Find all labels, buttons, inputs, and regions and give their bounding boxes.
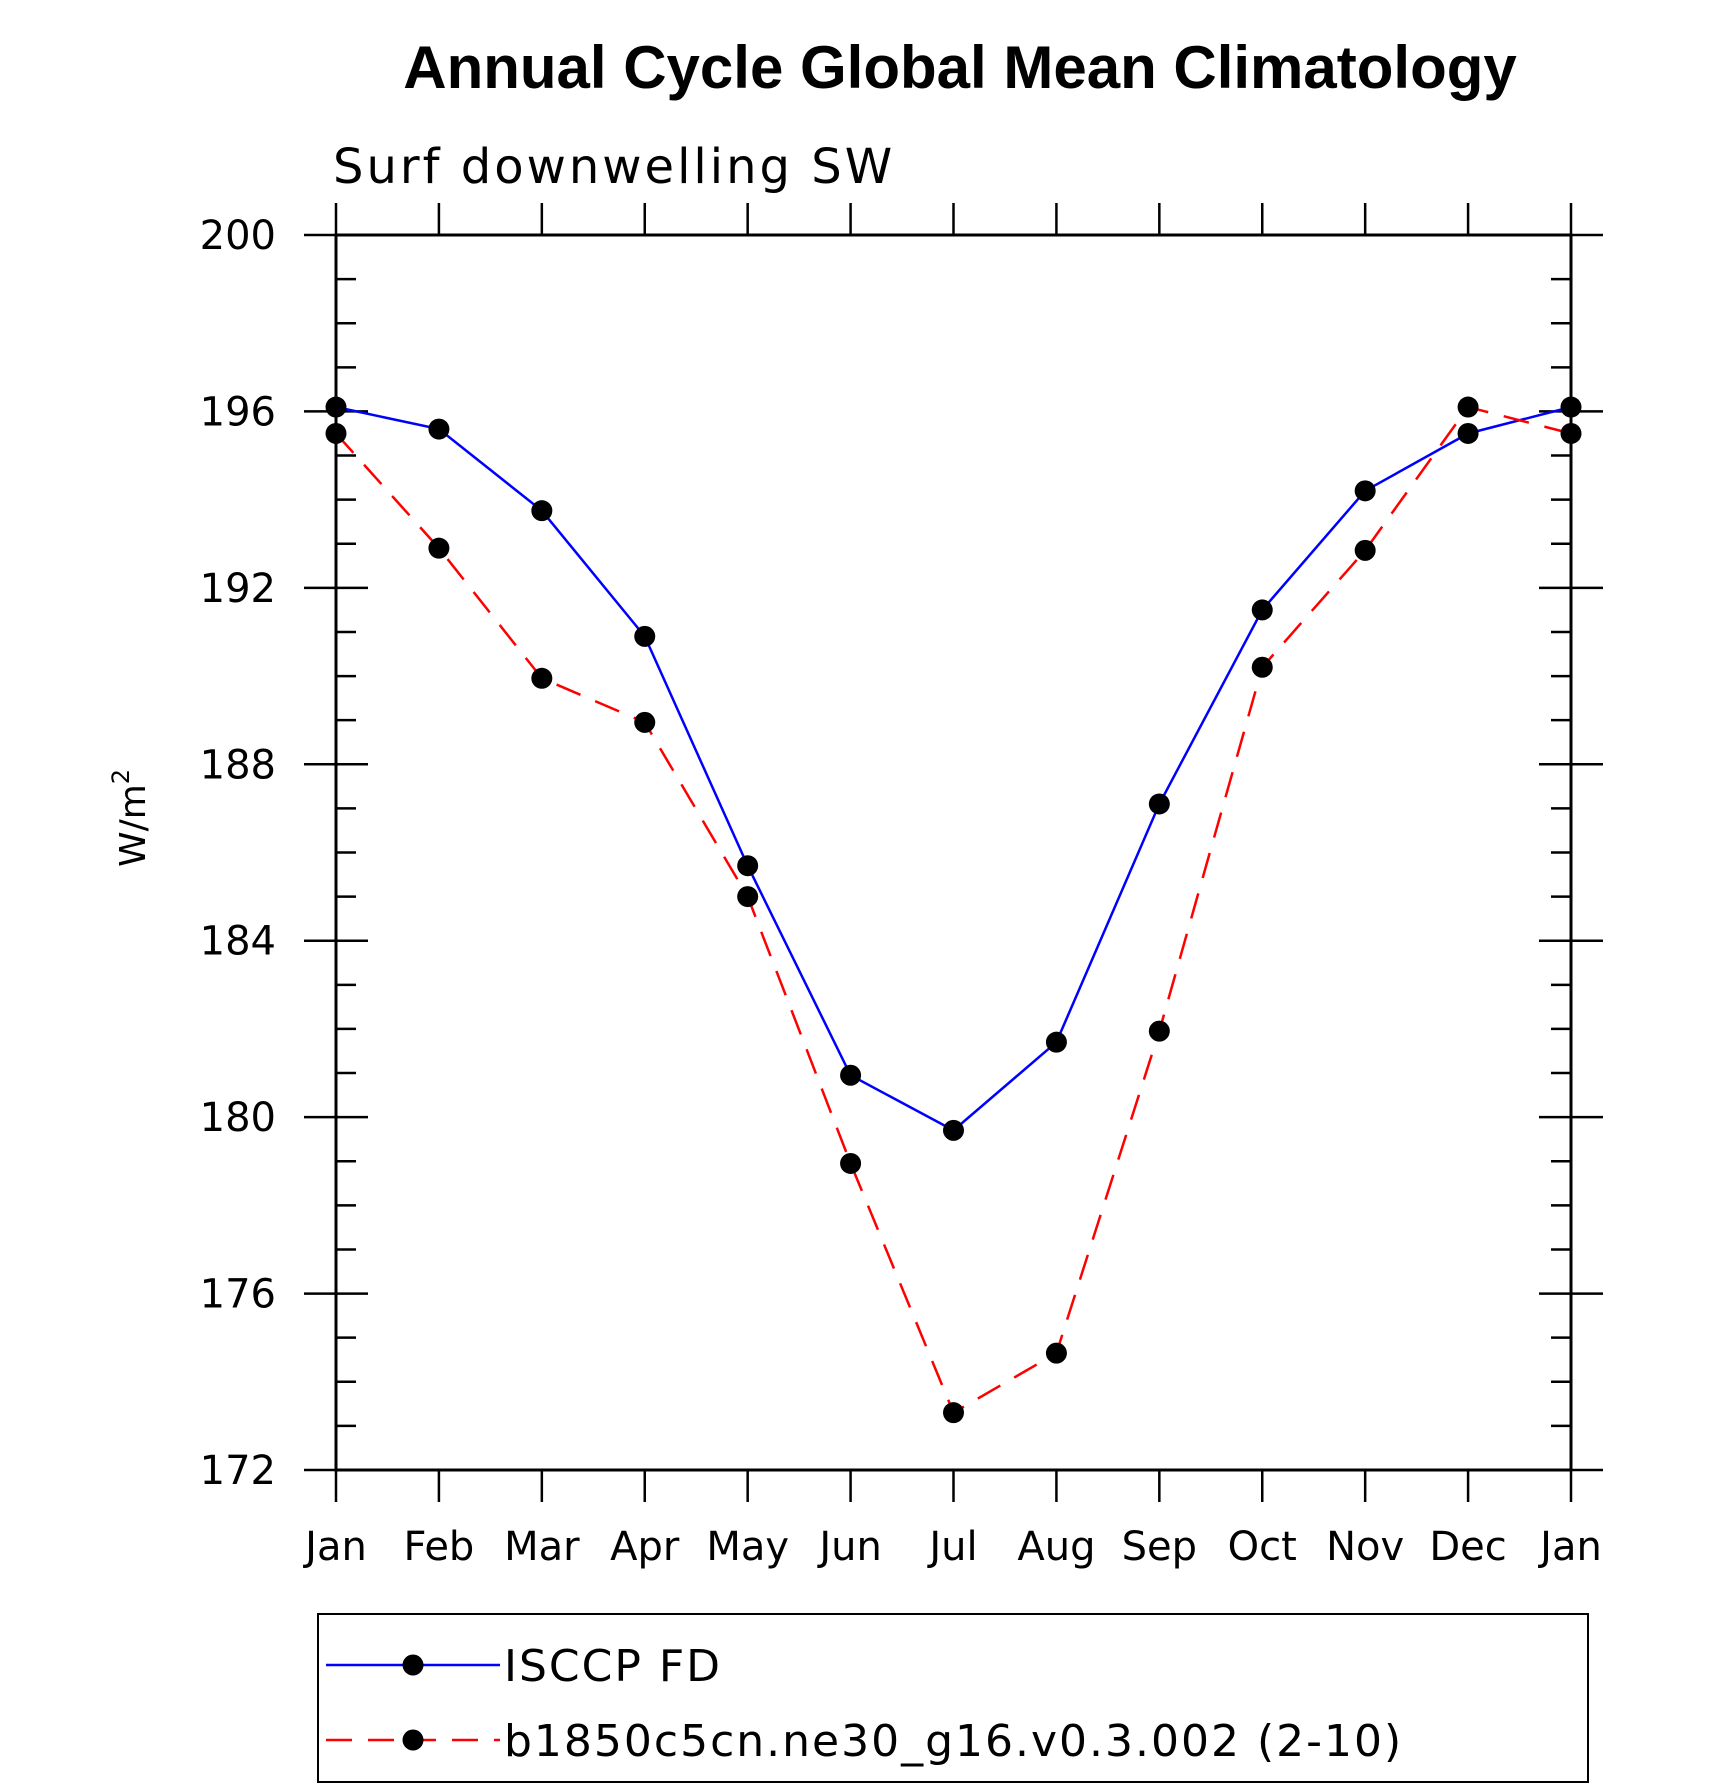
x-tick-label: Nov <box>1326 1524 1404 1570</box>
series-1-point <box>840 1064 862 1086</box>
series-1-point <box>1251 599 1273 621</box>
y-tick-label: 188 <box>200 742 276 788</box>
y-tick-label: 196 <box>200 389 276 435</box>
x-tick-label: Aug <box>1017 1524 1095 1570</box>
series-2-point <box>1251 656 1273 678</box>
x-tick-label: Mar <box>504 1524 580 1570</box>
series-2-point <box>840 1152 862 1174</box>
y-tick-label: 172 <box>200 1448 276 1494</box>
x-tick-label: Feb <box>404 1524 475 1570</box>
svg-text:W/m2: W/m2 <box>107 769 154 867</box>
y-axis-label-text: W/m <box>113 784 154 867</box>
x-tick-label: Jun <box>816 1524 882 1570</box>
y-tick-label: 184 <box>200 919 276 965</box>
legend-marker-1 <box>402 1654 424 1676</box>
x-tick-label: Jan <box>302 1524 367 1570</box>
x-axis: Jan Feb Mar Apr May Jun Jul Aug Sep Oct Nov Dec Jan <box>302 203 1602 1570</box>
series-1-point <box>634 625 656 647</box>
series-layer <box>325 396 1582 1424</box>
x-tick-label: Sep <box>1122 1524 1197 1570</box>
series-2-point <box>943 1402 964 1424</box>
legend-marker-2 <box>402 1729 424 1751</box>
series-1-point <box>1354 480 1376 502</box>
series-1-point <box>1148 793 1170 815</box>
series-2-point <box>1148 1020 1170 1042</box>
y-axis: 200 196 192 188 184 180 176 172 <box>200 213 1603 1494</box>
plot-frame <box>334 233 1573 1472</box>
series-line-2 <box>335 405 1572 1415</box>
series-2-point <box>1354 539 1376 561</box>
y-tick-label: 192 <box>200 566 276 612</box>
series-2-point <box>634 711 656 733</box>
y-tick-label: 176 <box>200 1272 276 1318</box>
series-1-point <box>737 855 759 877</box>
y-axis-label-superscript: 2 <box>107 769 135 784</box>
chart-title: Annual Cycle Global Mean Climatology <box>403 34 1517 101</box>
x-tick-label: Dec <box>1429 1524 1506 1570</box>
series-1-point <box>1457 422 1479 444</box>
series-2-point <box>1045 1342 1067 1364</box>
y-tick-label: 180 <box>200 1095 276 1141</box>
series-line-1 <box>335 405 1572 1132</box>
series-2-point <box>1457 396 1479 418</box>
series-1-point <box>1560 396 1582 418</box>
x-tick-label: Apr <box>610 1524 680 1570</box>
legend-label-2: b1850c5cn.ne30_g16.v0.3.002 (2-10) <box>504 1716 1403 1767</box>
series-1-point <box>1045 1031 1067 1053</box>
y-tick-label: 200 <box>200 213 276 259</box>
series-1-point <box>531 500 553 522</box>
y-axis-label: W/m2 <box>107 769 154 867</box>
series-2-point <box>737 886 759 908</box>
x-tick-label: Oct <box>1228 1524 1297 1570</box>
legend-label-1: ISCCP FD <box>504 1641 722 1692</box>
legend-box <box>317 1613 1589 1783</box>
x-tick-label: Jul <box>926 1524 977 1570</box>
series-2-point <box>428 537 450 559</box>
x-tick-label: Jan <box>1537 1524 1602 1570</box>
series-2-point <box>325 422 347 444</box>
series-1-point <box>428 418 450 440</box>
series-2-point <box>531 667 553 689</box>
legend: ISCCP FD b1850c5cn.ne30_g16.v0.3.002 (2-1… <box>317 1613 1589 1783</box>
plot-border <box>334 233 1573 1472</box>
series-1-point <box>325 396 347 418</box>
x-tick-label: May <box>706 1524 789 1570</box>
chart-subtitle: Surf downwelling SW <box>333 139 895 195</box>
series-2-point <box>1560 422 1582 444</box>
series-1-point <box>943 1119 964 1141</box>
